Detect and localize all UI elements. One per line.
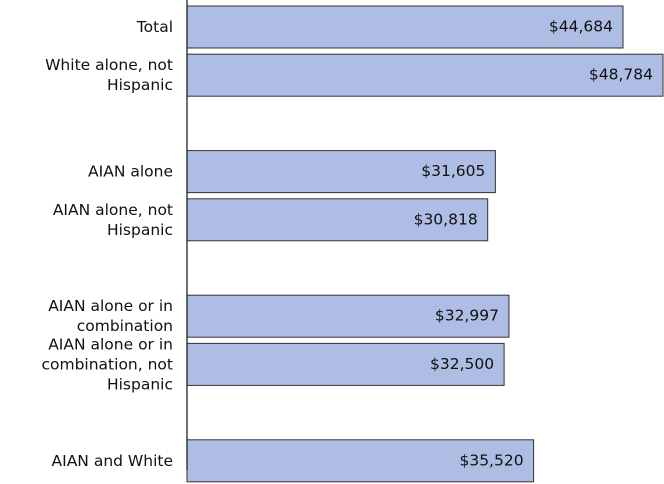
value-label: $30,818	[414, 210, 478, 228]
category-label: Total	[136, 18, 173, 36]
value-label: $35,520	[459, 451, 523, 469]
category-label: AIAN alone or in combination, not Hispanic	[41, 335, 173, 393]
value-label: $32,997	[435, 307, 499, 325]
bar	[186, 5, 624, 49]
bar	[186, 53, 664, 97]
category-label: AIAN alone or in combination	[48, 297, 173, 335]
value-label: $32,500	[430, 355, 494, 373]
category-label: AIAN alone	[88, 162, 173, 180]
value-label: $31,605	[421, 162, 485, 180]
bar	[186, 294, 510, 338]
bar	[186, 439, 535, 483]
value-label: $48,784	[589, 66, 653, 84]
value-label: $44,684	[549, 18, 613, 36]
category-label: White alone, not Hispanic	[45, 56, 173, 94]
category-label: AIAN alone, not Hispanic	[53, 200, 173, 238]
bar	[186, 342, 505, 386]
bar	[186, 198, 489, 242]
bar	[186, 150, 496, 194]
category-label: AIAN and White	[52, 451, 173, 469]
